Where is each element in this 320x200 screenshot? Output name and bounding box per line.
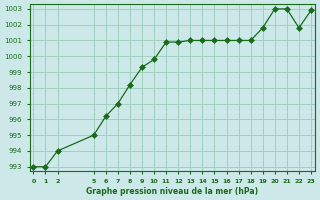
X-axis label: Graphe pression niveau de la mer (hPa): Graphe pression niveau de la mer (hPa): [86, 187, 258, 196]
